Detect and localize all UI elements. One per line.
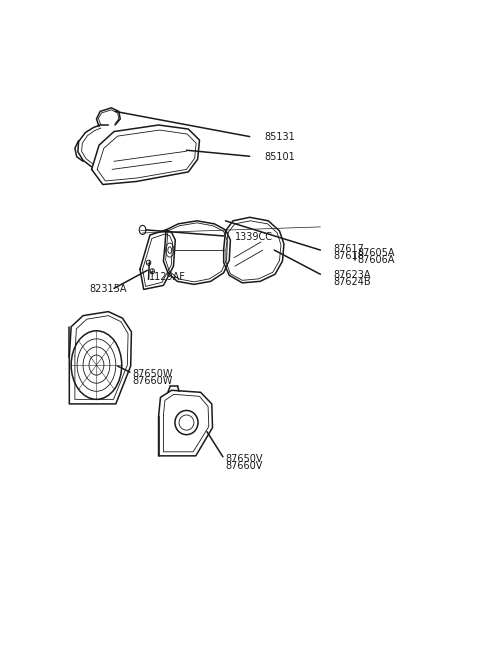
Text: 87650W: 87650W	[132, 369, 173, 379]
Text: 87606A: 87606A	[358, 255, 395, 265]
Text: 85131: 85131	[264, 132, 295, 141]
Text: 87660W: 87660W	[132, 376, 173, 386]
Text: 87617: 87617	[334, 244, 364, 254]
Text: 1129AF: 1129AF	[149, 272, 186, 282]
Text: 1339CC: 1339CC	[235, 233, 273, 242]
Text: 85101: 85101	[264, 152, 295, 162]
Text: 87618: 87618	[334, 251, 364, 261]
Text: 87605A: 87605A	[358, 248, 395, 257]
Text: 87660V: 87660V	[226, 461, 263, 472]
Text: 87624B: 87624B	[334, 277, 371, 288]
Text: 87623A: 87623A	[334, 271, 371, 280]
Text: 82315A: 82315A	[90, 284, 127, 294]
Text: 87650V: 87650V	[226, 455, 263, 464]
